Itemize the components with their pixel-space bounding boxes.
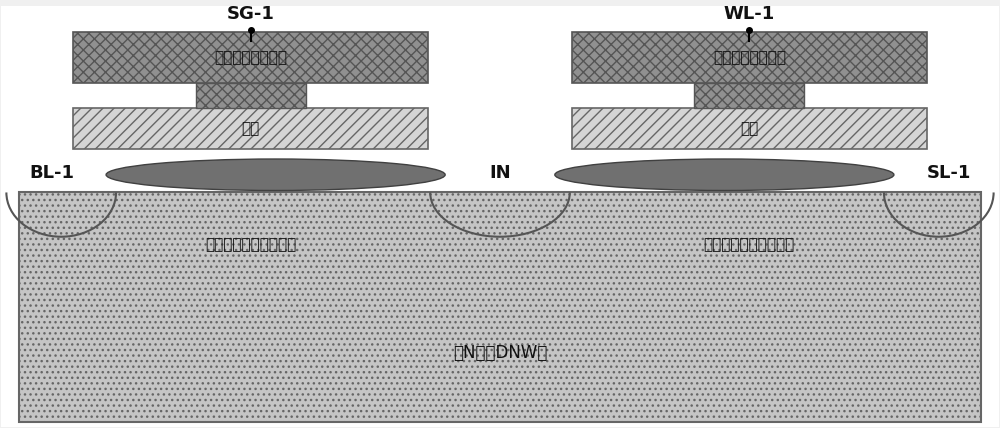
Text: 选择栅晶体管阈値注入: 选择栅晶体管阈値注入: [205, 237, 296, 252]
Bar: [19, 193, 981, 422]
Bar: [694, 83, 804, 108]
Text: 控制栅晶体管栅极: 控制栅晶体管栅极: [713, 50, 786, 65]
Text: 浮栅: 浮栅: [242, 121, 260, 136]
Text: 选择栅晶体管阈値注入: 选择栅晶体管阈値注入: [704, 237, 795, 252]
Text: 浮栅: 浮栅: [740, 121, 758, 136]
Bar: [572, 108, 927, 149]
Text: BL-1: BL-1: [29, 164, 74, 182]
Text: WL-1: WL-1: [724, 5, 775, 23]
Bar: [572, 32, 927, 83]
Bar: [196, 83, 306, 108]
Bar: [1, 6, 999, 193]
Text: IN: IN: [489, 164, 511, 182]
Text: SG-1: SG-1: [227, 5, 275, 23]
Ellipse shape: [555, 159, 894, 190]
Text: 选择栅晶体管栅极: 选择栅晶体管栅极: [214, 50, 287, 65]
Text: 深N阱（DNW）: 深N阱（DNW）: [453, 344, 547, 362]
Text: SL-1: SL-1: [926, 164, 971, 182]
Bar: [73, 32, 428, 83]
Bar: [73, 108, 428, 149]
Ellipse shape: [106, 159, 445, 190]
